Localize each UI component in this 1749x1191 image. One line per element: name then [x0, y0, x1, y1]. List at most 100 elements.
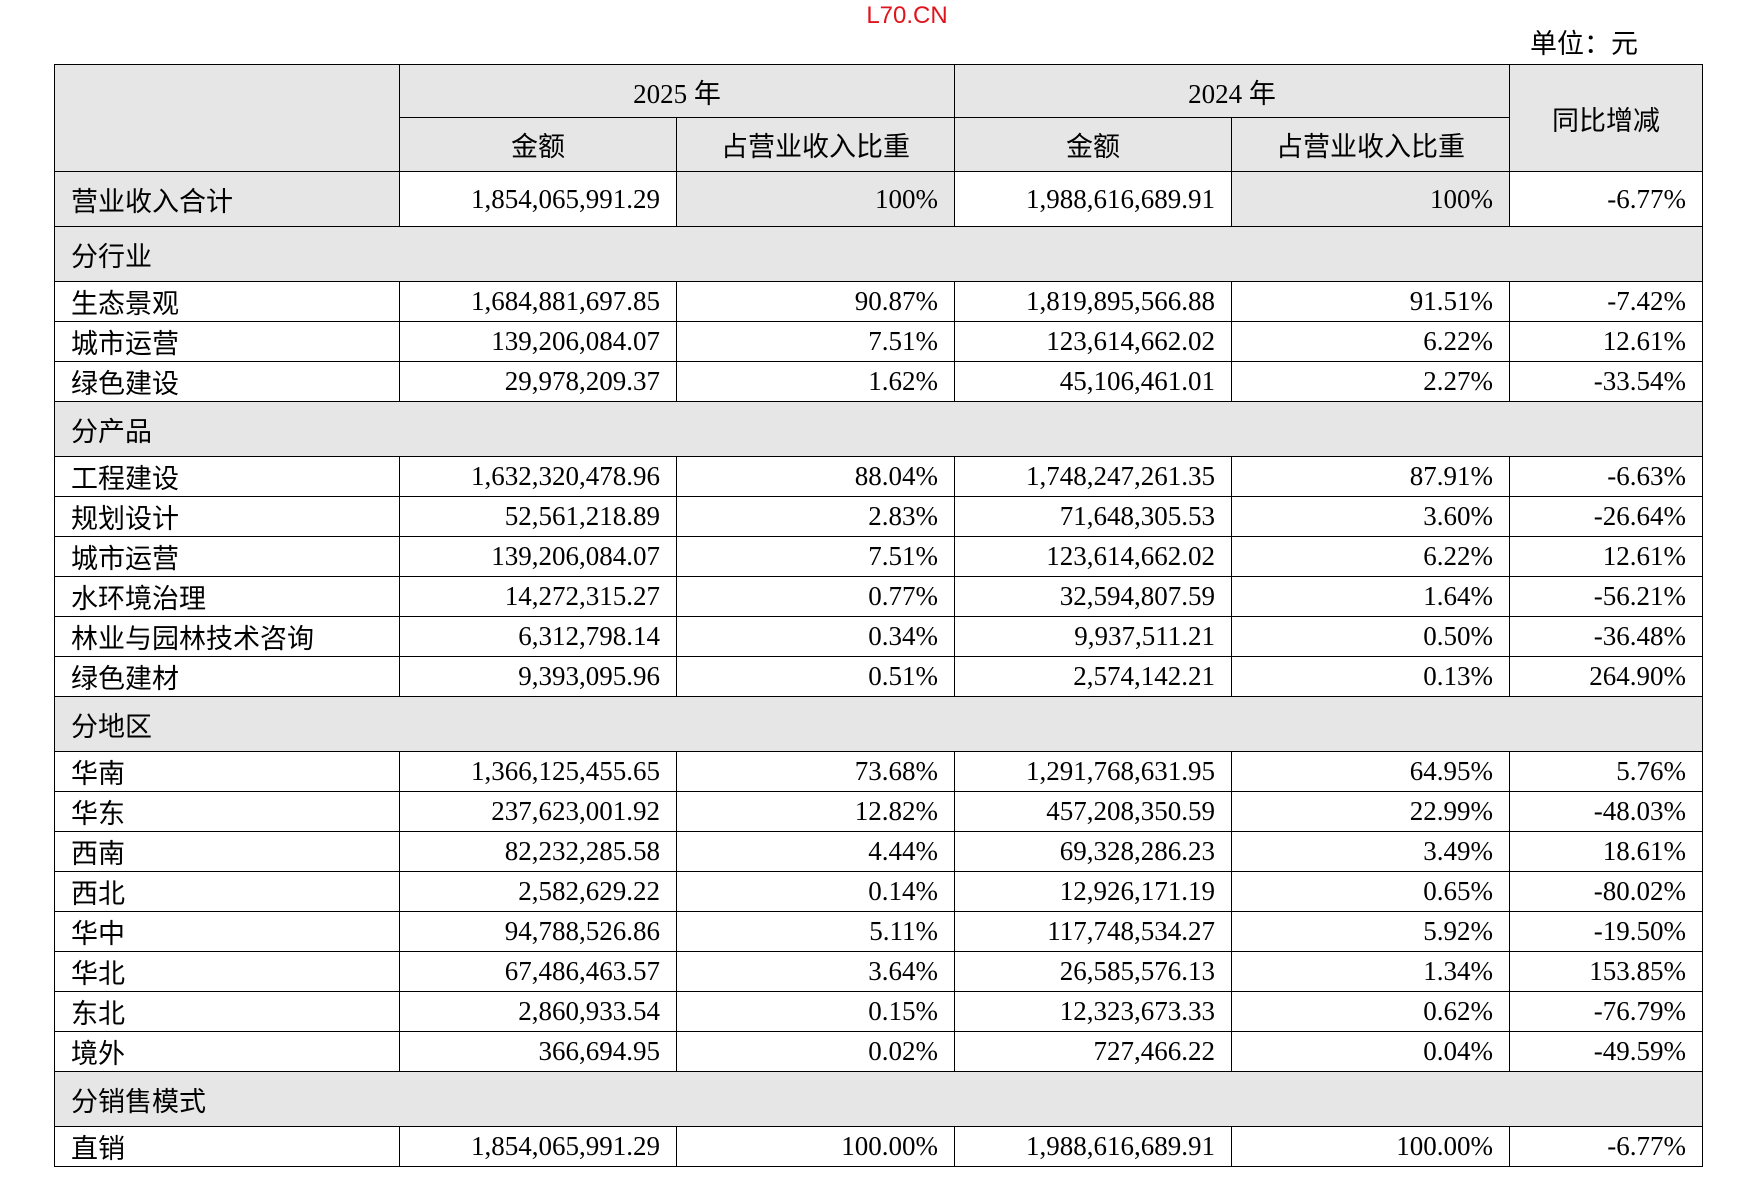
cell-yoy: 12.61%: [1509, 321, 1703, 362]
cell-ratio-2025: 12.82%: [676, 791, 955, 832]
cell-amount-2024: 1,748,247,261.35: [954, 456, 1232, 497]
header-amount-2025: 金额: [399, 117, 677, 172]
cell-ratio-2024: 0.62%: [1231, 991, 1510, 1032]
table-row: 规划设计 52,561,218.89 2.83% 71,648,305.53 3.60%…: [54, 496, 1703, 537]
cell-amount-2024: 12,323,673.33: [954, 991, 1232, 1032]
cell-yoy: 18.61%: [1509, 831, 1703, 872]
total-label: 营业收入合计: [54, 171, 400, 227]
header-yoy: 同比增减: [1509, 64, 1703, 172]
total-ratio-2025: 100%: [676, 171, 955, 227]
table-row: 生态景观 1,684,881,697.85 90.87% 1,819,895,566.…: [54, 281, 1703, 322]
cell-amount-2024: 9,937,511.21: [954, 616, 1232, 657]
cell-amount-2025: 1,366,125,455.65: [399, 751, 677, 792]
cell-ratio-2025: 3.64%: [676, 951, 955, 992]
table-row: 华南 1,366,125,455.65 73.68% 1,291,768,631.95…: [54, 751, 1703, 792]
cell-amount-2024: 727,466.22: [954, 1031, 1232, 1072]
table-row: 城市运营 139,206,084.07 7.51% 123,614,662.02 6.2…: [54, 321, 1703, 362]
total-yoy: -6.77%: [1509, 171, 1703, 227]
cell-amount-2025: 1,632,320,478.96: [399, 456, 677, 497]
cell-ratio-2024: 3.49%: [1231, 831, 1510, 872]
row-label: 城市运营: [54, 536, 400, 577]
total-row: 营业收入合计 1,854,065,991.29 100% 1,988,616,6…: [54, 171, 1703, 227]
cell-amount-2025: 6,312,798.14: [399, 616, 677, 657]
cell-ratio-2025: 0.14%: [676, 871, 955, 912]
section-header-row: 分产品: [54, 401, 1703, 457]
table-row: 水环境治理 14,272,315.27 0.77% 32,594,807.59 1.64…: [54, 576, 1703, 617]
cell-amount-2025: 366,694.95: [399, 1031, 677, 1072]
table-row: 西南 82,232,285.58 4.44% 69,328,286.23 3.49% 18…: [54, 831, 1703, 872]
cell-amount-2024: 457,208,350.59: [954, 791, 1232, 832]
total-ratio-2024: 100%: [1231, 171, 1510, 227]
header-amount-2024: 金额: [954, 117, 1232, 172]
cell-ratio-2025: 0.77%: [676, 576, 955, 617]
section-title: 分地区: [54, 696, 1703, 752]
cell-amount-2024: 69,328,286.23: [954, 831, 1232, 872]
row-label: 华北: [54, 951, 400, 992]
cell-amount-2024: 1,291,768,631.95: [954, 751, 1232, 792]
cell-ratio-2025: 2.83%: [676, 496, 955, 537]
row-label: 东北: [54, 991, 400, 1032]
cell-amount-2025: 1,684,881,697.85: [399, 281, 677, 322]
cell-amount-2025: 52,561,218.89: [399, 496, 677, 537]
cell-amount-2024: 71,648,305.53: [954, 496, 1232, 537]
row-label: 生态景观: [54, 281, 400, 322]
cell-ratio-2025: 5.11%: [676, 911, 955, 952]
cell-amount-2024: 32,594,807.59: [954, 576, 1232, 617]
cell-yoy: -76.79%: [1509, 991, 1703, 1032]
cell-ratio-2025: 100.00%: [676, 1126, 955, 1167]
cell-ratio-2024: 91.51%: [1231, 281, 1510, 322]
table-row: 绿色建设 29,978,209.37 1.62% 45,106,461.01 2.27%…: [54, 361, 1703, 402]
header-ratio-2025: 占营业收入比重: [676, 117, 955, 172]
cell-amount-2024: 123,614,662.02: [954, 321, 1232, 362]
cell-ratio-2024: 2.27%: [1231, 361, 1510, 402]
row-label: 直销: [54, 1126, 400, 1167]
cell-yoy: -49.59%: [1509, 1031, 1703, 1072]
cell-ratio-2024: 6.22%: [1231, 536, 1510, 577]
cell-amount-2024: 2,574,142.21: [954, 656, 1232, 697]
cell-yoy: -33.54%: [1509, 361, 1703, 402]
header-year-2025: 2025 年: [399, 64, 955, 118]
cell-ratio-2025: 88.04%: [676, 456, 955, 497]
table-row: 工程建设 1,632,320,478.96 88.04% 1,748,247,261.…: [54, 456, 1703, 497]
cell-yoy: -36.48%: [1509, 616, 1703, 657]
row-label: 规划设计: [54, 496, 400, 537]
cell-yoy: -48.03%: [1509, 791, 1703, 832]
table-row: 绿色建材 9,393,095.96 0.51% 2,574,142.21 0.13% 26…: [54, 656, 1703, 697]
cell-ratio-2025: 90.87%: [676, 281, 955, 322]
cell-yoy: -6.63%: [1509, 456, 1703, 497]
cell-amount-2024: 26,585,576.13: [954, 951, 1232, 992]
header-year-2024: 2024 年: [954, 64, 1510, 118]
header-row-years: 2025 年 2024 年 同比增减: [54, 64, 1703, 172]
section-title: 分行业: [54, 226, 1703, 282]
cell-yoy: -26.64%: [1509, 496, 1703, 537]
cell-amount-2024: 45,106,461.01: [954, 361, 1232, 402]
watermark-logo: L70.CN: [866, 2, 948, 29]
cell-yoy: -80.02%: [1509, 871, 1703, 912]
cell-ratio-2024: 0.65%: [1231, 871, 1510, 912]
header-blank-cell: [54, 64, 400, 172]
cell-yoy: 5.76%: [1509, 751, 1703, 792]
revenue-table: 2025 年 2024 年 同比增减 金额 占营业收入比重 金额 占营业收入比重…: [54, 64, 1703, 1167]
cell-amount-2025: 2,860,933.54: [399, 991, 677, 1032]
total-amount-2025: 1,854,065,991.29: [399, 171, 677, 227]
cell-ratio-2024: 87.91%: [1231, 456, 1510, 497]
cell-amount-2024: 117,748,534.27: [954, 911, 1232, 952]
row-label: 华东: [54, 791, 400, 832]
cell-amount-2025: 9,393,095.96: [399, 656, 677, 697]
section-header-row: 分行业: [54, 226, 1703, 282]
table-row: 林业与园林技术咨询 6,312,798.14 0.34% 9,937,511.21 0.…: [54, 616, 1703, 657]
cell-ratio-2024: 0.13%: [1231, 656, 1510, 697]
cell-yoy: -6.77%: [1509, 1126, 1703, 1167]
cell-amount-2025: 82,232,285.58: [399, 831, 677, 872]
cell-yoy: -56.21%: [1509, 576, 1703, 617]
cell-ratio-2024: 22.99%: [1231, 791, 1510, 832]
cell-amount-2024: 12,926,171.19: [954, 871, 1232, 912]
table-row: 华北 67,486,463.57 3.64% 26,585,576.13 1.34% 15…: [54, 951, 1703, 992]
cell-ratio-2024: 1.34%: [1231, 951, 1510, 992]
cell-amount-2025: 67,486,463.57: [399, 951, 677, 992]
table-body: 营业收入合计 1,854,065,991.29 100% 1,988,616,6…: [54, 171, 1703, 1167]
cell-ratio-2025: 73.68%: [676, 751, 955, 792]
cell-ratio-2025: 4.44%: [676, 831, 955, 872]
cell-amount-2024: 1,988,616,689.91: [954, 1126, 1232, 1167]
cell-amount-2025: 139,206,084.07: [399, 321, 677, 362]
